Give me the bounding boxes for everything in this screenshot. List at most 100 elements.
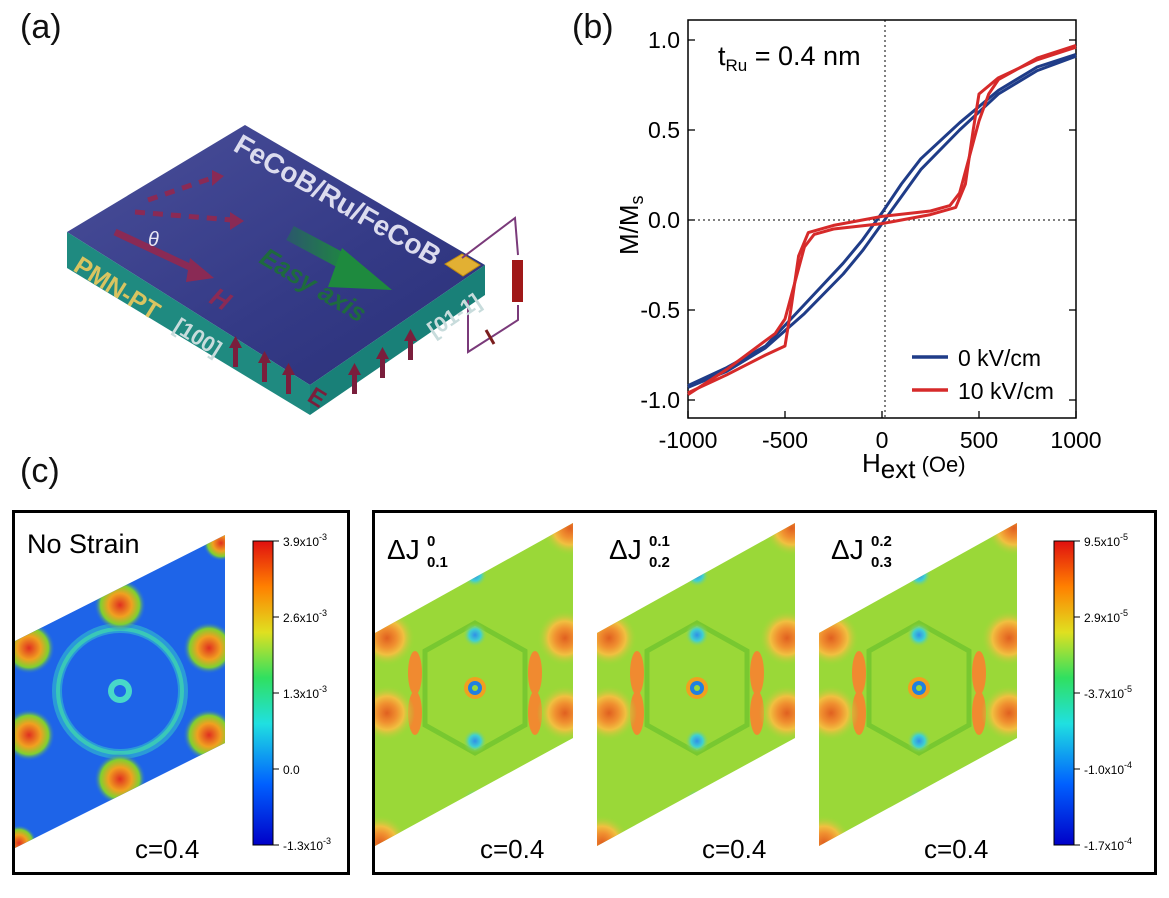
x-tick-label: 1000 <box>1050 427 1101 453</box>
delta-map-3: ΔJ 0.2 0.3 c=0.4 <box>819 523 1017 864</box>
delta-map-title: ΔJ 0 0.1 <box>387 533 448 571</box>
map-orange-blob <box>375 815 408 846</box>
map-orange-blob <box>764 523 795 556</box>
angle-label: θ <box>148 229 159 251</box>
series-line-0-branch-1 <box>687 52 1077 387</box>
annotation-rest: = 0.4 nm <box>747 41 860 71</box>
map-blue-spot <box>685 623 709 647</box>
delta-colorbar-tick-label: 2.9x10-5 <box>1084 608 1128 625</box>
x-tick-label: -1000 <box>659 427 718 453</box>
map-orange-lobe <box>630 651 644 695</box>
map-orange-lobe <box>972 691 986 735</box>
delta-map-c-label: c=0.4 <box>480 834 544 864</box>
annotation-main: t <box>718 41 726 71</box>
moment-arrow-1 <box>147 175 213 203</box>
map-blue-spot <box>907 789 931 813</box>
map-orange-lobe <box>972 651 986 695</box>
y-axis-label: M/Ms <box>614 195 647 255</box>
map-orange-blob <box>819 685 859 741</box>
voltage-source-icon <box>512 260 523 302</box>
map-orange-blob <box>759 685 795 741</box>
delta-j-panel: ΔJ 0 0.1 c=0.4 ΔJ 0.1 0.2 c=0.4 ΔJ 0.2 0.3 c=0.4 9.… <box>372 510 1157 875</box>
x-label-rest: (Oe) <box>915 452 965 477</box>
y-label-sub: s <box>627 195 647 204</box>
no-strain-colorbar-tick-label: -1.3x10-3 <box>283 836 331 853</box>
delta-colorbar-tick-label: 9.5x10-5 <box>1084 532 1128 549</box>
map-orange-blob <box>597 685 637 741</box>
map-orange-blob <box>375 685 415 741</box>
map-orange-lobe <box>408 651 422 695</box>
circuit-wire-bottom <box>467 300 519 354</box>
field-arrowhead <box>186 258 214 282</box>
x-axis-label: Hext (Oe) <box>862 448 966 484</box>
x-tick-label: -500 <box>762 427 808 453</box>
thickness-annotation: tRu = 0.4 nm <box>718 41 861 75</box>
map-orange-lobe <box>750 651 764 695</box>
x-tick-label: 500 <box>960 427 998 453</box>
map-orange-lobe <box>528 651 542 695</box>
delta-map-title: ΔJ 0.1 0.2 <box>609 533 670 571</box>
map-orange-blob <box>819 610 859 666</box>
annotation-sub: Ru <box>726 56 748 75</box>
no-strain-colorbar-tick-label: 1.3x10-3 <box>283 684 327 701</box>
battery-icon <box>484 329 496 345</box>
no-strain-panel: No Strain c=0.4 3.9x10-3 2.6x10-3 1.3x10-3… <box>12 510 350 875</box>
delta-map-c-label: c=0.4 <box>924 834 988 864</box>
map-orange-blob <box>375 610 415 666</box>
map-orange-blob <box>819 815 852 846</box>
no-strain-colorbar-tick-label: 0.0 <box>283 763 300 777</box>
map-blue-spot <box>463 623 487 647</box>
no-strain-colorbar <box>252 540 274 846</box>
map-blue-spot <box>463 563 487 587</box>
map-orange-blob <box>537 610 573 666</box>
delta-colorbar-tick-label: -1.0x10-4 <box>1084 760 1132 777</box>
efield-arrows <box>229 329 417 394</box>
map-orange-blob <box>597 610 637 666</box>
delta-map-2: ΔJ 0.1 0.2 c=0.4 <box>597 523 795 864</box>
electrode-pad <box>444 253 481 277</box>
y-tick-label: -0.5 <box>640 297 680 323</box>
series-line-1-branch-1 <box>687 43 1077 395</box>
map-orange-blob <box>759 610 795 666</box>
y-tick-label: 0.5 <box>648 117 680 143</box>
map-orange-blob <box>597 815 630 846</box>
x-tick-label: 0 <box>876 427 889 453</box>
map-blue-spot <box>685 729 709 753</box>
panel-label-a: (a) <box>20 8 62 46</box>
map-blue-spot <box>463 729 487 753</box>
map-center-core <box>694 685 700 691</box>
panel-label-b: (b) <box>572 8 614 46</box>
map-orange-blob <box>981 610 1017 666</box>
no-strain-title: No Strain <box>27 529 140 559</box>
map-center-core <box>916 685 922 691</box>
map-center-core <box>472 685 478 691</box>
no-strain-c-label: c=0.4 <box>135 834 199 864</box>
delta-map-1: ΔJ 0 0.1 c=0.4 <box>375 523 573 864</box>
map-orange-blob <box>986 523 1017 556</box>
delta-j-maps: ΔJ 0 0.1 c=0.4 ΔJ 0.1 0.2 c=0.4 ΔJ 0.2 0.3 c=0.4 9.… <box>375 523 1132 864</box>
map-orange-blob <box>537 685 573 741</box>
y-tick-label: 0.0 <box>648 207 680 233</box>
moment-arrowhead-2 <box>230 212 244 230</box>
map-orange-blob <box>542 523 573 556</box>
map-blue-spot <box>907 729 931 753</box>
delta-map-c-label: c=0.4 <box>702 834 766 864</box>
map-orange-lobe <box>750 691 764 735</box>
no-strain-colorbar-tick-label: 3.9x10-3 <box>283 532 327 549</box>
substrate-left-face <box>67 232 310 415</box>
hysteresis-chart: -1000 -500 0 500 1000 1.0 0.5 0.0 -0.5 -1.0 tRu =… <box>614 19 1102 484</box>
delta-map-title: ΔJ 0.2 0.3 <box>831 533 892 571</box>
delta-colorbar-tick-label: -1.7x10-4 <box>1084 836 1132 853</box>
x-label-main: H <box>862 448 881 478</box>
delta-colorbar <box>1053 540 1075 846</box>
map-orange-lobe <box>852 651 866 695</box>
easy-axis-arrowhead <box>328 248 392 290</box>
y-label-main: M/M <box>614 204 644 255</box>
no-strain-colorbar-tick-label: 2.6x10-3 <box>283 608 327 625</box>
field-arrow <box>113 228 198 274</box>
panel-label-c: (c) <box>20 452 60 490</box>
device-schematic: FeCoB/Ru/FeCoB H θ Easy axis PMN-PT [100… <box>67 125 523 415</box>
map-orange-lobe <box>528 691 542 735</box>
moment-arrowhead-1 <box>212 170 224 186</box>
series-line-0-branch-0 <box>687 54 1077 389</box>
